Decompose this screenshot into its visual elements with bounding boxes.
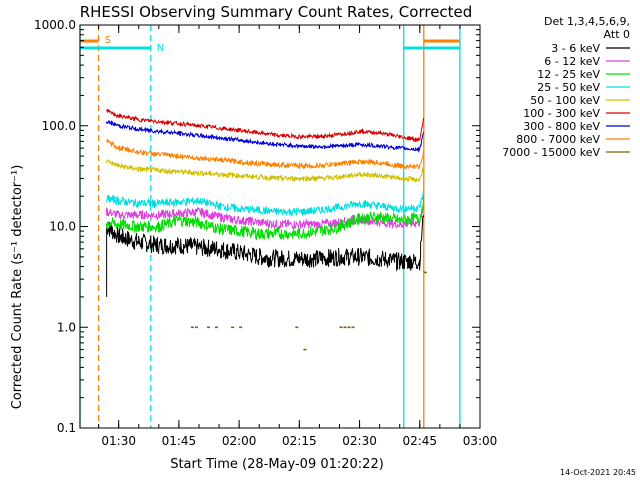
series-group [106, 109, 427, 351]
annotation-label-n: N [157, 43, 164, 54]
legend-entry-6: 300 - 800 keV [523, 120, 600, 133]
y-tick-label: 100.0 [42, 119, 76, 133]
x-tick-label: 02:15 [282, 434, 317, 448]
legend-entry-5: 100 - 300 keV [523, 107, 600, 120]
legend-entry-3: 25 - 50 keV [537, 81, 600, 94]
series-line-5 [106, 109, 425, 143]
legend-entry-8: 7000 - 15000 keV [502, 146, 600, 159]
x-tick-label: 01:45 [162, 434, 197, 448]
chart-title: RHESSI Observing Summary Count Rates, Co… [80, 3, 473, 21]
legend-entry-2: 12 - 25 keV [537, 68, 600, 81]
annotation-label-s: S [105, 35, 111, 46]
x-axis-label: Start Time (28-May-09 01:20:22) [170, 457, 384, 472]
series-line-2 [106, 195, 425, 241]
series-line-8 [190, 271, 427, 351]
series-line-6 [106, 120, 425, 154]
series-line-4 [106, 159, 425, 184]
legend-header: Det 1,3,4,5,6,9, [544, 15, 630, 28]
y-tick-label: 1.0 [57, 320, 76, 334]
series-line-7 [106, 138, 425, 171]
x-tick-label: 02:00 [222, 434, 257, 448]
footer-timestamp: 14-Oct-2021 20:45 [560, 468, 636, 477]
legend-entry-0: 3 - 6 keV [551, 42, 600, 55]
x-tick-label: 01:30 [101, 434, 136, 448]
y-tick-label: 10.0 [49, 220, 76, 234]
x-tick-label: 03:00 [463, 434, 498, 448]
y-axis-label: Corrected Count Rate (s⁻¹ detector⁻¹) [10, 165, 25, 410]
x-tick-label: 02:30 [342, 434, 377, 448]
legend-header: Att 0 [604, 28, 630, 41]
x-tick-label: 02:45 [402, 434, 437, 448]
legend-entry-1: 6 - 12 keV [544, 55, 600, 68]
legend-entry-4: 50 - 100 keV [530, 94, 600, 107]
y-tick-label: 1000.0 [34, 18, 76, 32]
series-line-0 [106, 214, 425, 297]
series-line-1 [106, 206, 425, 230]
series-line-3 [106, 189, 425, 218]
legend-entry-7: 800 - 7000 keV [516, 133, 600, 146]
y-tick-label: 0.1 [57, 421, 76, 435]
axes: 0.1 1.0 10.0 100.0 1000.0 01:30 01:45 02:00 02:1… [34, 18, 497, 448]
